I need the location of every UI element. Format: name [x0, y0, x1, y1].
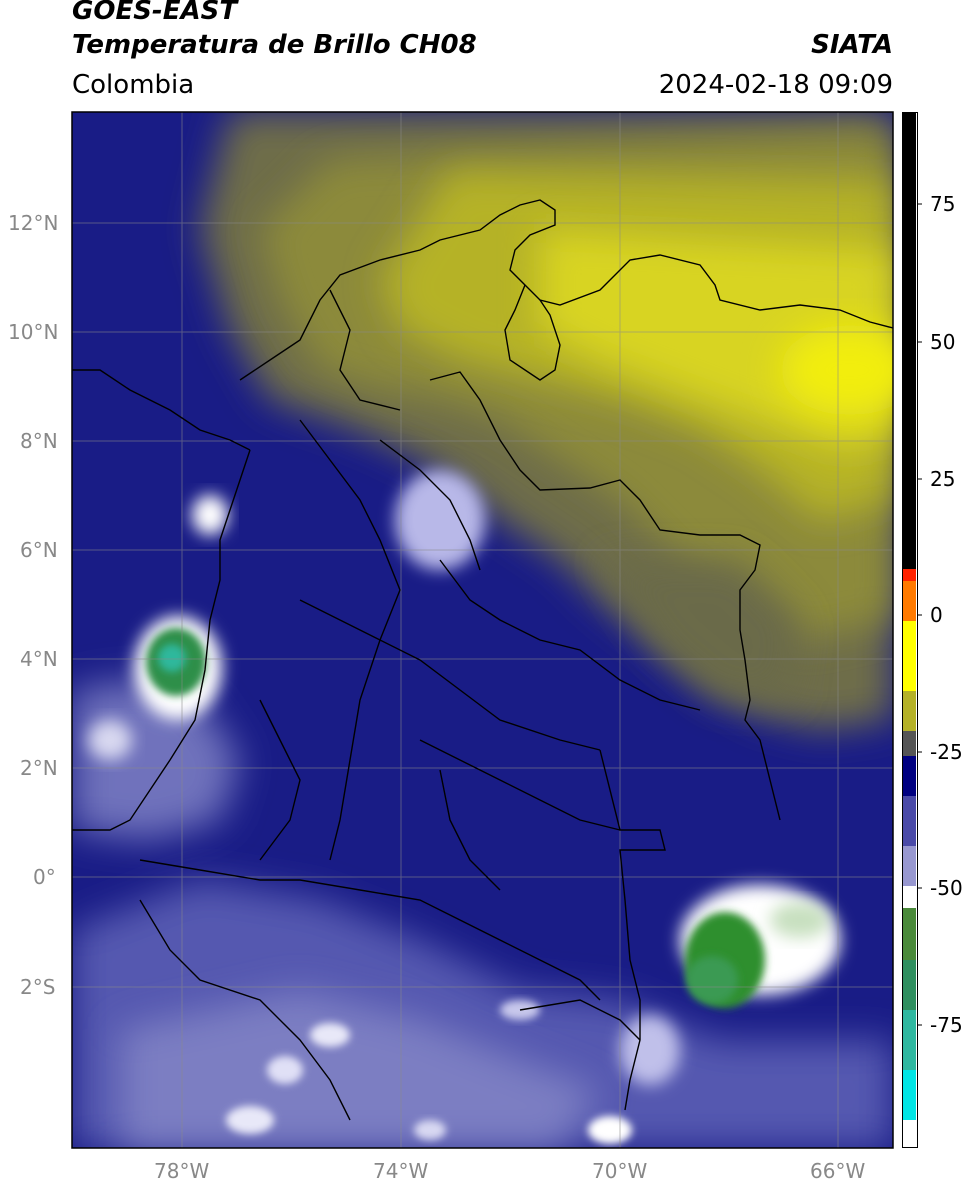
coastline-caribbean	[239, 199, 893, 381]
dept-line-4	[419, 739, 621, 831]
colorbar-label-neg50: -50	[930, 876, 963, 900]
map-frame	[71, 111, 894, 1149]
dept-line-1	[299, 419, 401, 861]
lake-maracaibo	[504, 284, 561, 381]
lat-label-2n: 2°N	[20, 756, 58, 780]
lon-label-70w: 70°W	[592, 1159, 648, 1183]
lat-label-4n: 4°N	[20, 647, 58, 671]
dept-line-6	[379, 439, 481, 571]
lat-label-12n: 12°N	[8, 211, 59, 235]
lat-label-2s: 2°S	[20, 975, 56, 999]
colombia-venezuela-border	[429, 371, 781, 821]
colorbar-gradient	[903, 113, 916, 1147]
lon-label-78w: 78°W	[154, 1159, 210, 1183]
southern-border	[519, 999, 641, 1041]
product-title: Temperatura de Brillo CH08	[72, 30, 477, 60]
timestamp-label: 2024-02-18 09:09	[658, 70, 893, 100]
gridlines	[72, 112, 893, 1148]
pacific-coast	[72, 449, 251, 831]
colorbar-label-25: 25	[930, 467, 956, 491]
dept-line-3	[299, 599, 601, 751]
dept-line-5	[259, 699, 301, 861]
colombia-brazil-border	[599, 749, 666, 1111]
ecuador-peru-border	[139, 899, 351, 1121]
lat-label-10n: 10°N	[8, 320, 59, 344]
colorbar-label-75: 75	[930, 192, 956, 216]
dept-line-7	[329, 289, 401, 411]
colombia-peru-border	[139, 859, 601, 1001]
lon-label-66w: 66°W	[810, 1159, 866, 1183]
colorbar-label-0: 0	[930, 603, 943, 627]
colorbar-label-50: 50	[930, 330, 956, 354]
temperature-field	[72, 112, 893, 1148]
colorbar-label-neg25: -25	[930, 740, 963, 764]
panama-coast	[72, 369, 251, 451]
dept-line-8	[439, 769, 501, 891]
lon-label-74w: 74°W	[373, 1159, 429, 1183]
colorbar-label-neg75: -75	[930, 1013, 963, 1037]
lat-label-0: 0°	[33, 865, 56, 889]
lat-label-6n: 6°N	[20, 538, 58, 562]
lat-label-8n: 8°N	[20, 429, 58, 453]
brand-label: SIATA	[811, 30, 893, 60]
boundary-lines	[72, 199, 893, 1121]
satellite-name-title: GOES-EAST	[72, 0, 238, 26]
colorbar-frame	[902, 112, 918, 1148]
region-label: Colombia	[72, 70, 195, 100]
dept-line-2	[439, 559, 701, 711]
